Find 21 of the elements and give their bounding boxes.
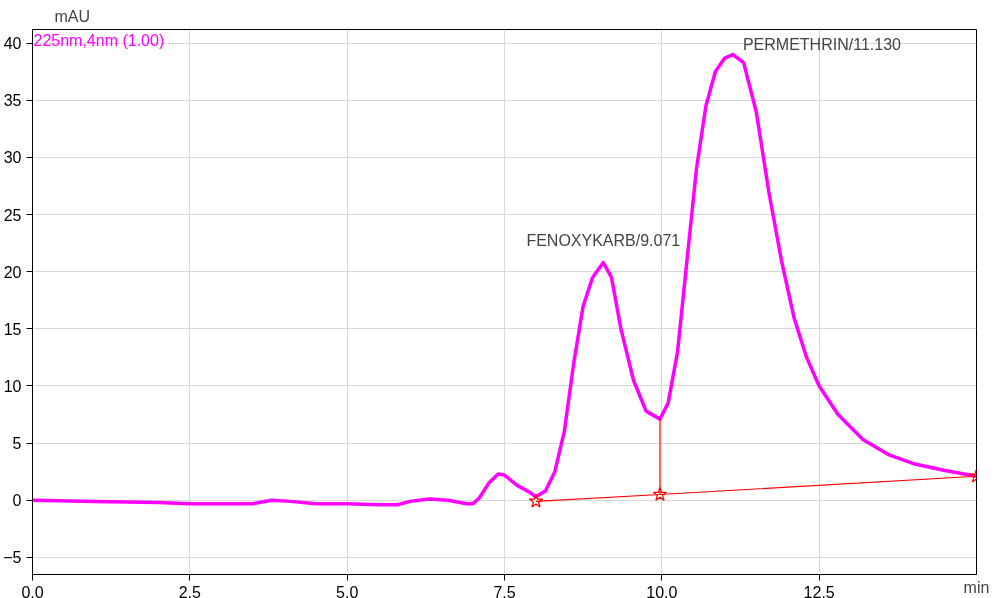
annotation: FENOXYKARB/9.071	[526, 231, 681, 249]
y-tick-label: 10	[3, 377, 22, 395]
x-tick-label: 0.0	[21, 583, 44, 598]
y-tick-label: 25	[3, 206, 22, 224]
text: 225nm,4nm (1.00)	[33, 31, 165, 49]
x-tick-label: 7.5	[493, 583, 516, 598]
x-tick-label: 5.0	[336, 583, 359, 598]
y-tick-label: −5	[3, 549, 22, 567]
x-axis-title: min	[963, 578, 990, 596]
y-tick-label: 35	[3, 92, 22, 110]
x-tick-label: 10.0	[646, 583, 678, 598]
x-tick-label: 2.5	[178, 583, 202, 598]
y-tick-label: 5	[12, 435, 22, 453]
annotation: PERMETHRIN/11.130	[742, 35, 902, 53]
y-tick-label: 0	[12, 492, 22, 510]
y-tick-label: 15	[3, 320, 22, 338]
x-tick-label: 12.5	[803, 583, 835, 598]
y-axis-title: mAU	[54, 7, 91, 25]
y-tick-label: 20	[3, 263, 22, 281]
y-tick-label: 30	[3, 149, 22, 167]
y-tick-label: 40	[3, 35, 22, 53]
